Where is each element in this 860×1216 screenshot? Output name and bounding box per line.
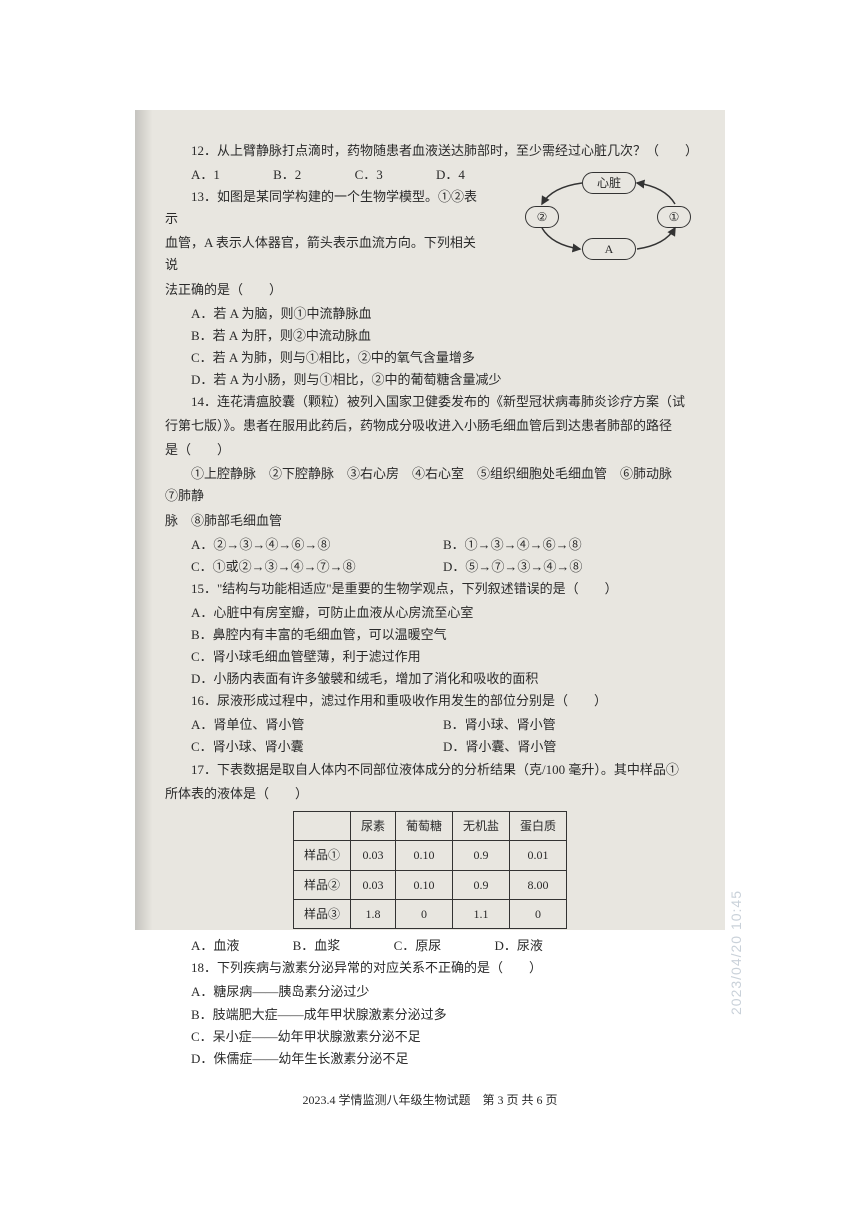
q13-opt-b: B．若 A 为肝，则②中流动脉血 [165, 325, 695, 347]
q17-opt-d: D．尿液 [494, 935, 542, 957]
q17-options: A．血液 B．血浆 C．原尿 D．尿液 [165, 935, 695, 957]
q15-opt-c: C．肾小球毛细血管壁薄，利于滤过作用 [165, 646, 695, 668]
q14-stem-2: 行第七版）》。患者在服用此药后，药物成分吸收进入小肠毛细血管后到达患者肺部的路径 [165, 415, 695, 437]
diagram-arrows [517, 172, 697, 262]
q18-opt-b: B．肢端肥大症——成年甲状腺激素分泌过多 [165, 1004, 695, 1026]
q14-opt-d: D．⑤→⑦→③→④→⑧ [443, 556, 695, 578]
th-urea: 尿素 [350, 811, 395, 840]
q15-opt-d: D．小肠内表面有许多皱襞和绒毛，增加了消化和吸收的面积 [165, 668, 695, 690]
q14-stem-3: 是（ ） [165, 439, 695, 461]
q15-opt-a: A．心脏中有房室瓣，可防止血液从心房流至心室 [165, 602, 695, 624]
q16-opt-d: D．肾小囊、肾小管 [443, 736, 695, 758]
q12-opt-c: C．3 [355, 164, 383, 186]
q13-opt-c: C．若 A 为肺，则与①相比，②中的氧气含量增多 [165, 347, 695, 369]
th-protein: 蛋白质 [510, 811, 567, 840]
table-row: 样品③ 1.8 0 1.1 0 [293, 899, 566, 928]
q13-stem-2: 血管，A 表示人体器官，箭头表示血流方向。下列相关说 [165, 232, 485, 276]
q13-stem-3: 法正确的是（ ） [165, 279, 695, 301]
q17-stem-1: 17．下表数据是取自人体内不同部位液体成分的分析结果（克/100 毫升）。其中样… [165, 759, 695, 781]
q12-stem: 12．从上臂静脉打点滴时，药物随患者血液送达肺部时，至少需经过心脏几次？（ ） [165, 140, 695, 162]
q14-items-2: 脉 ⑧肺部毛细血管 [165, 510, 695, 532]
q14-options: A．②→③→④→⑥→⑧ B．①→③→④→⑥→⑧ C．①或②→③→④→⑦→⑧ D．… [165, 534, 695, 578]
page-footer: 2023.4 学情监测八年级生物试题 第 3 页 共 6 页 [165, 1090, 695, 1110]
q17-opt-b: B．血浆 [293, 935, 341, 957]
q16-stem: 16．尿液形成过程中，滤过作用和重吸收作用发生的部位分别是（ ） [165, 690, 695, 712]
q12-opt-b: B．2 [273, 164, 301, 186]
q16-opt-c: C．肾小球、肾小囊 [191, 736, 443, 758]
q18-opt-d: D．侏儒症——幼年生长激素分泌不足 [165, 1048, 695, 1070]
th-glucose: 葡萄糖 [395, 811, 452, 840]
q16-options: A．肾单位、肾小管 B．肾小球、肾小管 C．肾小球、肾小囊 D．肾小囊、肾小管 [165, 714, 695, 758]
q17-opt-a: A．血液 [191, 935, 239, 957]
q13-stem-1: 13．如图是某同学构建的一个生物学模型。①②表示 [165, 186, 485, 230]
exam-page: 心脏 ② ① A 12．从上臂静脉打点滴时，药物随患者血液送达肺部时，至少需经过… [135, 110, 725, 930]
table-header-row: 尿素 葡萄糖 无机盐 蛋白质 [293, 811, 566, 840]
q13-diagram: 心脏 ② ① A [517, 172, 697, 262]
q15-opt-b: B．鼻腔内有丰富的毛细血管，可以温暖空气 [165, 624, 695, 646]
q16-opt-a: A．肾单位、肾小管 [191, 714, 443, 736]
q15-stem: 15．"结构与功能相适应"是重要的生物学观点，下列叙述错误的是（ ） [165, 578, 695, 600]
table-row: 样品② 0.03 0.10 0.9 8.00 [293, 870, 566, 899]
q12-opt-a: A．1 [191, 164, 220, 186]
table-row: 样品① 0.03 0.10 0.9 0.01 [293, 841, 566, 870]
timestamp-watermark: 2023/04/20 10:45 [725, 890, 749, 1015]
q14-stem-1: 14．连花清瘟胶囊（颗粒）被列入国家卫健委发布的《新型冠状病毒肺炎诊疗方案（试 [165, 391, 695, 413]
th-empty [293, 811, 350, 840]
q14-opt-c: C．①或②→③→④→⑦→⑧ [191, 556, 443, 578]
q13-opt-a: A．若 A 为脑，则①中流静脉血 [165, 303, 695, 325]
q14-items: ①上腔静脉 ②下腔静脉 ③右心房 ④右心室 ⑤组织细胞处毛细血管 ⑥肺动脉 ⑦肺… [165, 463, 695, 507]
q14-opt-a: A．②→③→④→⑥→⑧ [191, 534, 443, 556]
q18-stem: 18．下列疾病与激素分泌异常的对应关系不正确的是（ ） [165, 957, 695, 979]
th-salt: 无机盐 [453, 811, 510, 840]
q17-table: 尿素 葡萄糖 无机盐 蛋白质 样品① 0.03 0.10 0.9 0.01 样品… [293, 811, 567, 930]
q12-opt-d: D．4 [436, 164, 465, 186]
q16-opt-b: B．肾小球、肾小管 [443, 714, 695, 736]
q18-opt-c: C．呆小症——幼年甲状腺激素分泌不足 [165, 1026, 695, 1048]
q14-opt-b: B．①→③→④→⑥→⑧ [443, 534, 695, 556]
page-shadow [135, 110, 153, 930]
q18-opt-a: A．糖尿病——胰岛素分泌过少 [165, 981, 695, 1003]
q17-opt-c: C．原尿 [394, 935, 442, 957]
q13-opt-d: D．若 A 为小肠，则与①相比，②中的葡萄糖含量减少 [165, 369, 695, 391]
q17-stem-2: 所体表的液体是（ ） [165, 783, 695, 805]
